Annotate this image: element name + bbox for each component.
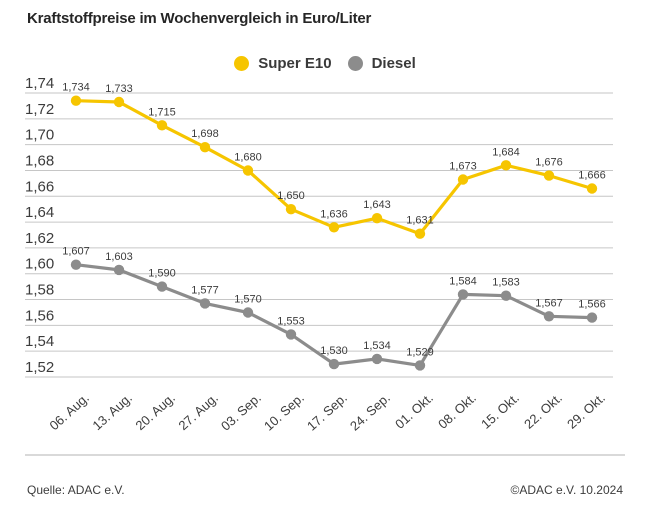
data-point-label: 1,530 <box>320 345 348 357</box>
chart-title: Kraftstoffpreise im Wochenvergleich in E… <box>27 10 372 27</box>
x-tick-label: 10. Sep. <box>261 390 307 434</box>
data-point-diesel <box>457 289 469 300</box>
data-point-label: 1,676 <box>535 157 563 169</box>
data-point-label: 1,684 <box>492 146 520 158</box>
data-point-label: 1,636 <box>320 208 348 220</box>
y-tick-label: 1,64 <box>25 204 54 221</box>
y-tick-label: 1,56 <box>25 307 54 324</box>
data-point-diesel <box>414 360 426 371</box>
data-point-label: 1,603 <box>105 251 133 263</box>
data-point-label: 1,590 <box>148 268 176 280</box>
y-tick-label: 1,52 <box>25 359 54 376</box>
data-point-super-e10 <box>414 228 426 239</box>
data-point-super-e10 <box>156 120 168 131</box>
data-point-label: 1,577 <box>191 284 219 296</box>
y-tick-label: 1,62 <box>25 230 54 247</box>
data-point-diesel <box>371 353 383 365</box>
data-point-label: 1,733 <box>105 83 133 95</box>
data-point-label: 1,570 <box>234 294 262 306</box>
y-tick-label: 1,58 <box>25 282 54 299</box>
footer-divider <box>25 454 625 456</box>
data-point-label: 1,566 <box>578 299 606 311</box>
legend-label-super-e10: Super E10 <box>258 55 332 72</box>
x-tick-label: 27. Aug. <box>176 390 221 433</box>
y-tick-label: 1,74 <box>25 75 54 92</box>
legend-label-diesel: Diesel <box>371 55 416 72</box>
legend: Super E10 Diesel <box>0 55 650 72</box>
data-point-label: 1,534 <box>363 340 391 352</box>
x-tick-label: 06. Aug. <box>47 390 92 433</box>
data-point-super-e10 <box>500 160 512 171</box>
data-point-diesel <box>500 290 512 301</box>
data-point-super-e10 <box>328 222 340 233</box>
diesel-dot-icon <box>347 56 363 71</box>
data-point-super-e10 <box>113 96 125 108</box>
x-tick-label: 17. Sep. <box>304 390 350 434</box>
x-tick-label: 22. Okt. <box>521 390 565 432</box>
data-point-label: 1,529 <box>406 346 434 358</box>
data-point-label: 1,584 <box>449 275 477 287</box>
data-point-super-e10 <box>543 170 555 181</box>
data-point-diesel <box>543 311 555 322</box>
data-point-label: 1,631 <box>406 215 434 227</box>
y-tick-label: 1,72 <box>25 101 54 118</box>
data-point-label: 1,734 <box>62 82 90 94</box>
y-tick-label: 1,54 <box>25 333 54 350</box>
x-tick-label: 20. Aug. <box>133 390 178 433</box>
data-point-super-e10 <box>70 95 82 106</box>
data-point-label: 1,643 <box>363 199 391 211</box>
data-point-diesel <box>70 259 82 270</box>
data-point-label: 1,583 <box>492 277 520 289</box>
data-point-diesel <box>199 298 211 309</box>
data-point-super-e10 <box>199 142 211 153</box>
y-tick-label: 1,70 <box>25 127 54 144</box>
y-tick-label: 1,60 <box>25 256 54 273</box>
y-tick-label: 1,68 <box>25 152 54 169</box>
source-text: Quelle: ADAC e.V. <box>27 483 125 497</box>
data-point-diesel <box>328 358 340 370</box>
data-point-label: 1,715 <box>148 106 176 118</box>
data-point-label: 1,607 <box>62 246 90 258</box>
x-tick-label: 08. Okt. <box>435 390 479 432</box>
data-point-super-e10 <box>242 165 254 176</box>
data-point-label: 1,666 <box>578 170 606 182</box>
x-tick-label: 24. Sep. <box>347 390 393 434</box>
copyright-text: ©ADAC e.V. 10.2024 <box>510 483 623 497</box>
data-point-label: 1,673 <box>449 161 477 173</box>
data-point-diesel <box>242 307 254 318</box>
x-tick-label: 15. Okt. <box>478 390 522 432</box>
data-point-label: 1,553 <box>277 315 305 327</box>
data-point-label: 1,680 <box>234 152 262 164</box>
legend-item-diesel: Diesel <box>347 55 416 72</box>
data-point-diesel <box>156 281 168 292</box>
data-point-label: 1,698 <box>191 128 219 140</box>
y-tick-label: 1,66 <box>25 178 54 195</box>
x-tick-label: 01. Okt. <box>392 390 436 432</box>
data-point-label: 1,650 <box>277 190 305 202</box>
data-point-label: 1,567 <box>535 297 563 309</box>
super-e10-dot-icon <box>234 56 250 71</box>
data-point-super-e10 <box>586 183 598 194</box>
data-point-diesel <box>113 264 125 276</box>
x-tick-label: 29. Okt. <box>564 390 608 432</box>
data-point-super-e10 <box>285 204 297 215</box>
data-point-diesel <box>285 329 297 340</box>
x-tick-label: 13. Aug. <box>90 390 135 433</box>
data-point-super-e10 <box>457 174 469 185</box>
data-point-super-e10 <box>371 213 383 224</box>
legend-item-super-e10: Super E10 <box>234 55 332 72</box>
data-point-diesel <box>586 312 598 323</box>
x-tick-label: 03. Sep. <box>218 390 264 434</box>
